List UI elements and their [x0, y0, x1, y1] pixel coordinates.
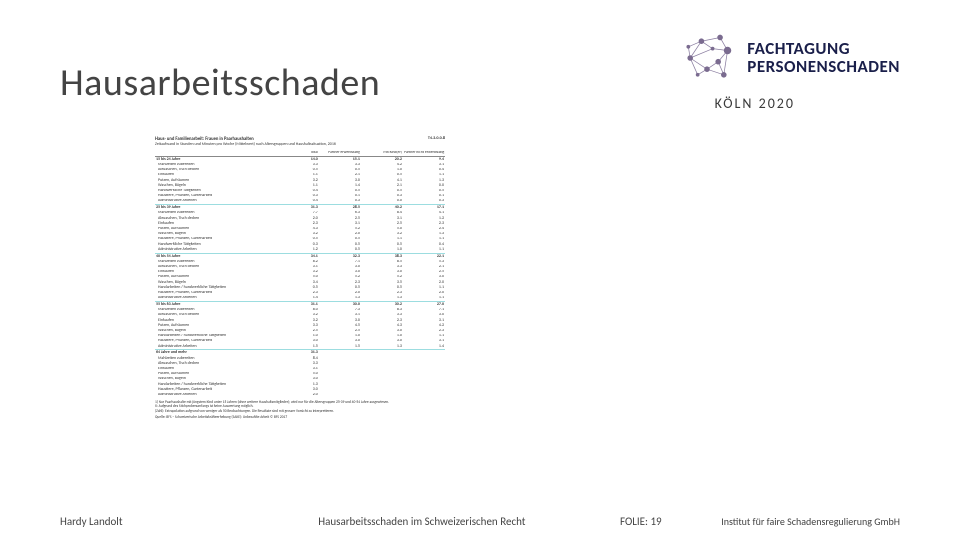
logo-block: FACHTAGUNG PERSONENSCHADEN — [679, 30, 900, 86]
footer-institute: Institut für faire Schadensregulierung G… — [721, 515, 900, 528]
table-subtitle: Zeitaufwand in Stunden und Minuten pro W… — [155, 143, 445, 148]
footer-author: Hardy Landolt — [60, 515, 123, 528]
network-icon — [679, 30, 735, 86]
data-table-block: T4.3.0.0.8 Haus- und Familienarbeit: Fra… — [155, 137, 445, 420]
table-footnotes: 1) Nur Paarhaushalte mit jüngstem Kind u… — [155, 401, 445, 420]
footer-slide-number: FOLIE: 19 — [620, 515, 662, 528]
slide-title: Hausarbeitsschaden — [60, 60, 380, 106]
data-table: TotalPartner erwerbstätigMit Kind(er)Par… — [155, 151, 445, 398]
logo-line-2: PERSONENSCHADEN — [747, 58, 900, 76]
logo-subtitle: KÖLN 2020 — [715, 95, 795, 112]
footer: Hardy Landolt Hausarbeitsschaden im Schw… — [0, 515, 960, 528]
table-tag: T4.3.0.0.8 — [428, 137, 445, 142]
